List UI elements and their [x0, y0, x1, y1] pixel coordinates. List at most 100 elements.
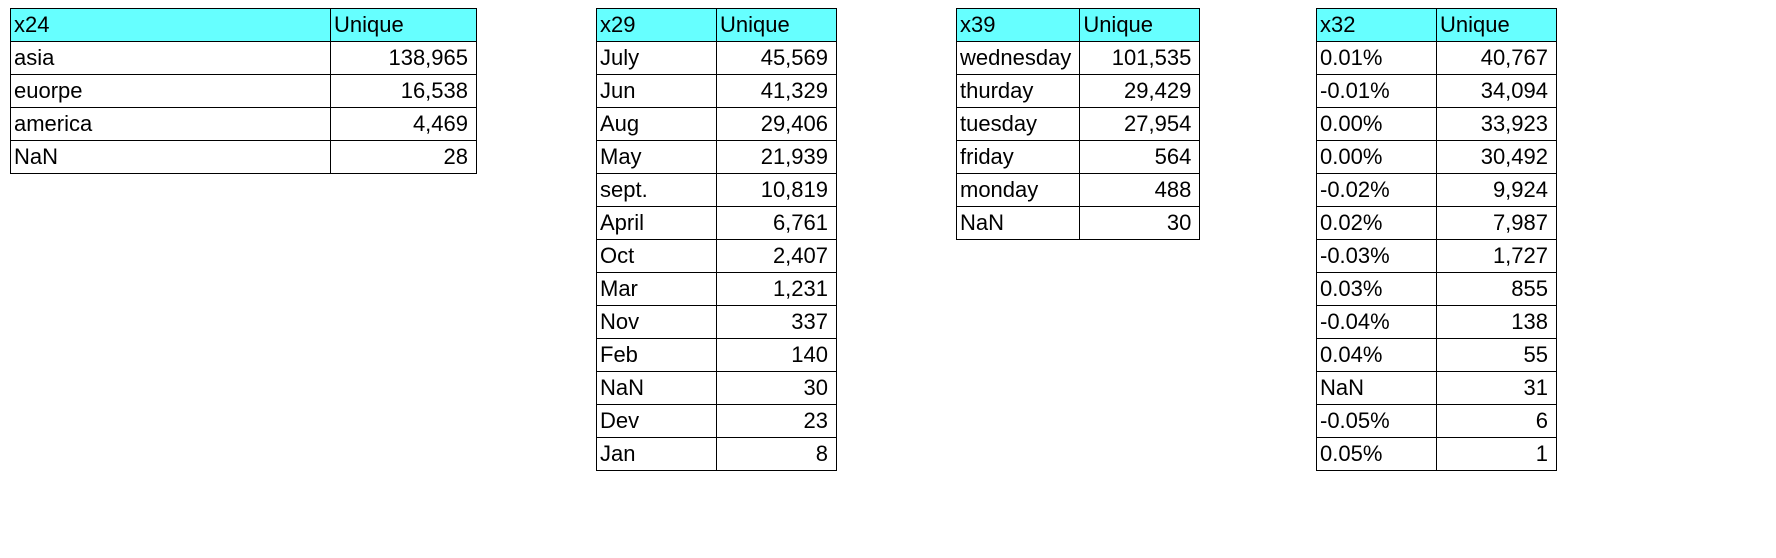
- unique-count-cell: 41,329: [716, 74, 837, 108]
- table-row: euorpe 16,538: [10, 74, 477, 108]
- value-label-cell: -0.03%: [1316, 239, 1437, 273]
- table-row: NaN 31: [1316, 371, 1557, 405]
- value-label-cell: NaN: [955, 206, 1081, 240]
- value-label-cell: tuesday: [955, 107, 1081, 141]
- unique-count-cell: 21,939: [716, 140, 837, 174]
- unique-count-cell: 28: [330, 140, 477, 174]
- unique-count-cell: 4,469: [330, 107, 477, 141]
- table-row: america 4,469: [10, 107, 477, 141]
- table-row: -0.01% 34,094: [1316, 74, 1557, 108]
- value-label-cell: Aug: [596, 107, 717, 141]
- header-row: x29 Unique: [596, 8, 837, 42]
- table-row: Dev 23: [596, 404, 837, 438]
- table-row: NaN 30: [596, 371, 837, 405]
- unique-count-cell: 101,535: [1079, 41, 1201, 75]
- unique-count-cell: 7,987: [1436, 206, 1557, 240]
- value-label-cell: Mar: [596, 272, 717, 306]
- unique-count-cell: 855: [1436, 272, 1557, 306]
- value-label-cell: Jun: [596, 74, 717, 108]
- header-cell-x24: x24: [10, 8, 331, 42]
- header-cell-unique: Unique: [330, 8, 477, 42]
- table-x24: x24 Unique asia 138,965 euorpe 16,538 am…: [10, 8, 477, 174]
- value-label-cell: sept.: [596, 173, 717, 207]
- value-label-cell: euorpe: [10, 74, 331, 108]
- value-label-cell: 0.04%: [1316, 338, 1437, 372]
- unique-count-cell: 23: [716, 404, 837, 438]
- table-row: monday 488: [955, 173, 1201, 207]
- value-label-cell: -0.05%: [1316, 404, 1437, 438]
- unique-count-cell: 9,924: [1436, 173, 1557, 207]
- unique-count-cell: 2,407: [716, 239, 837, 273]
- header-cell-unique: Unique: [1436, 8, 1557, 42]
- unique-count-cell: 34,094: [1436, 74, 1557, 108]
- unique-count-cell: 27,954: [1079, 107, 1201, 141]
- header-row: x32 Unique: [1316, 8, 1557, 42]
- value-label-cell: NaN: [596, 371, 717, 405]
- value-label-cell: friday: [955, 140, 1081, 174]
- unique-count-cell: 30: [1079, 206, 1201, 240]
- table-x32: x32 Unique 0.01% 40,767 -0.01% 34,094 0.00…: [1316, 8, 1557, 471]
- table-row: 0.04% 55: [1316, 338, 1557, 372]
- unique-count-cell: 6,761: [716, 206, 837, 240]
- unique-count-cell: 488: [1079, 173, 1201, 207]
- header-cell-x29: x29: [596, 8, 717, 42]
- value-label-cell: 0.03%: [1316, 272, 1437, 306]
- table-row: asia 138,965: [10, 41, 477, 75]
- unique-count-cell: 30,492: [1436, 140, 1557, 174]
- unique-count-cell: 45,569: [716, 41, 837, 75]
- header-cell-x39: x39: [955, 8, 1081, 42]
- table-row: May 21,939: [596, 140, 837, 174]
- table-row: July 45,569: [596, 41, 837, 75]
- table-row: Aug 29,406: [596, 107, 837, 141]
- table-row: Feb 140: [596, 338, 837, 372]
- unique-count-cell: 138,965: [330, 41, 477, 75]
- value-label-cell: monday: [955, 173, 1081, 207]
- value-label-cell: thurday: [955, 74, 1081, 108]
- unique-count-cell: 55: [1436, 338, 1557, 372]
- value-label-cell: Nov: [596, 305, 717, 339]
- value-label-cell: NaN: [10, 140, 331, 174]
- table-row: -0.05% 6: [1316, 404, 1557, 438]
- unique-count-cell: 1: [1436, 437, 1557, 471]
- table-row: NaN 28: [10, 140, 477, 174]
- unique-count-cell: 16,538: [330, 74, 477, 108]
- table-row: Nov 337: [596, 305, 837, 339]
- unique-count-cell: 1,231: [716, 272, 837, 306]
- table-row: sept. 10,819: [596, 173, 837, 207]
- value-label-cell: 0.00%: [1316, 140, 1437, 174]
- value-label-cell: NaN: [1316, 371, 1437, 405]
- table-row: 0.00% 33,923: [1316, 107, 1557, 141]
- table-row: Jun 41,329: [596, 74, 837, 108]
- table-x39: x39 Unique wednesday 101,535 thurday 29,42…: [955, 8, 1201, 240]
- value-label-cell: Feb: [596, 338, 717, 372]
- unique-count-cell: 29,406: [716, 107, 837, 141]
- unique-count-cell: 40,767: [1436, 41, 1557, 75]
- value-label-cell: 0.00%: [1316, 107, 1437, 141]
- header-cell-unique: Unique: [716, 8, 837, 42]
- value-label-cell: -0.01%: [1316, 74, 1437, 108]
- value-label-cell: 0.05%: [1316, 437, 1437, 471]
- value-label-cell: April: [596, 206, 717, 240]
- value-label-cell: -0.02%: [1316, 173, 1437, 207]
- unique-count-cell: 31: [1436, 371, 1557, 405]
- unique-count-cell: 337: [716, 305, 837, 339]
- unique-count-cell: 30: [716, 371, 837, 405]
- table-row: thurday 29,429: [955, 74, 1201, 108]
- value-label-cell: 0.02%: [1316, 206, 1437, 240]
- unique-count-cell: 10,819: [716, 173, 837, 207]
- unique-count-cell: 564: [1079, 140, 1201, 174]
- table-row: tuesday 27,954: [955, 107, 1201, 141]
- value-label-cell: america: [10, 107, 331, 141]
- unique-count-cell: 8: [716, 437, 837, 471]
- unique-count-cell: 1,727: [1436, 239, 1557, 273]
- unique-count-cell: 33,923: [1436, 107, 1557, 141]
- header-cell-unique: Unique: [1079, 8, 1201, 42]
- header-row: x24 Unique: [10, 8, 477, 42]
- value-label-cell: -0.04%: [1316, 305, 1437, 339]
- table-row: -0.04% 138: [1316, 305, 1557, 339]
- table-row: friday 564: [955, 140, 1201, 174]
- unique-count-cell: 6: [1436, 404, 1557, 438]
- value-label-cell: Jan: [596, 437, 717, 471]
- header-cell-x32: x32: [1316, 8, 1437, 42]
- table-row: 0.05% 1: [1316, 437, 1557, 471]
